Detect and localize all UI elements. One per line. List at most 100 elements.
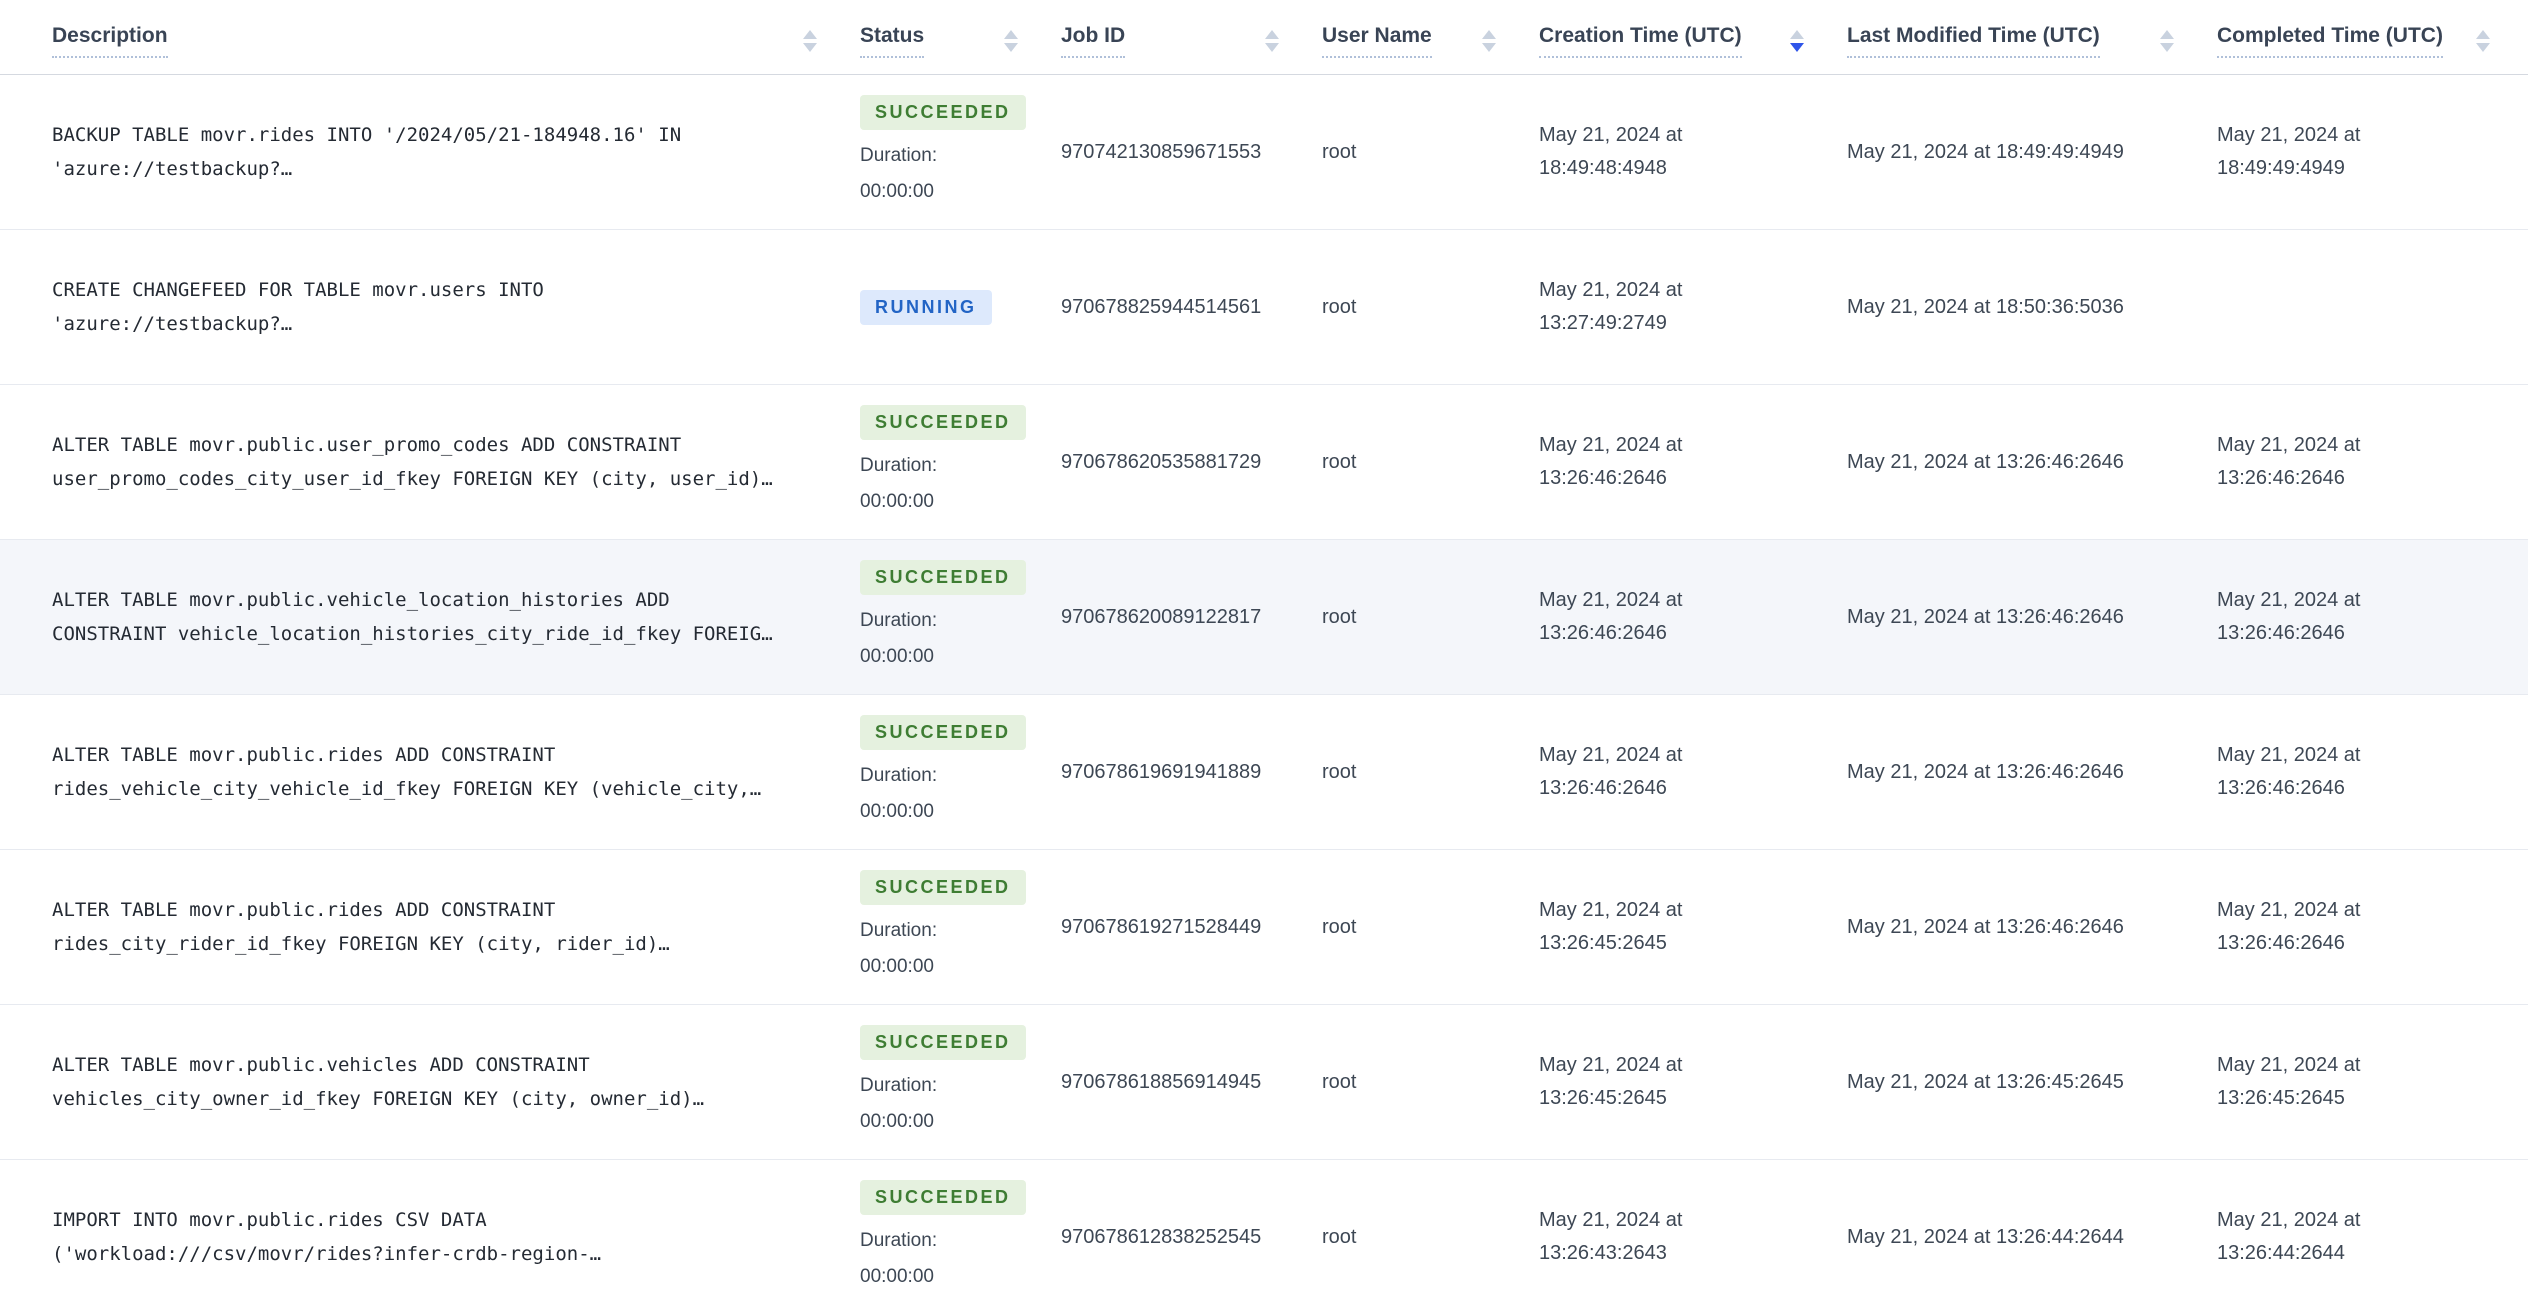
column-header-label[interactable]: Status xyxy=(860,24,925,58)
duration-value: 00:00:00 xyxy=(860,955,934,977)
sort-arrows-icon[interactable] xyxy=(803,30,817,52)
job-description[interactable]: BACKUP TABLE movr.rides INTO '/2024/05/2… xyxy=(52,124,682,180)
creation-time: May 21, 2024 at 13:26:45:2645 xyxy=(1539,1054,1683,1109)
sort-arrows-icon[interactable] xyxy=(1482,30,1496,52)
completed-time: May 21, 2024 at 18:49:49:4949 xyxy=(2217,124,2361,179)
duration-value: 00:00:00 xyxy=(860,645,934,667)
job-table-row[interactable]: CREATE CHANGEFEED FOR TABLE movr.users I… xyxy=(0,229,2528,385)
last-modified-time: May 21, 2024 at 13:26:45:2645 xyxy=(1847,1070,2124,1093)
job-description[interactable]: ALTER TABLE movr.public.vehicles ADD CON… xyxy=(52,1054,705,1110)
user-name: root xyxy=(1322,1225,1357,1248)
completed-time: May 21, 2024 at 13:26:46:2646 xyxy=(2217,589,2361,644)
user-name: root xyxy=(1322,140,1357,163)
sort-desc-icon[interactable] xyxy=(1004,43,1018,52)
sort-asc-icon[interactable] xyxy=(2160,30,2174,39)
job-id: 970678620535881729 xyxy=(1061,450,1262,473)
sort-desc-icon[interactable] xyxy=(1790,43,1804,52)
column-header-label[interactable]: Description xyxy=(52,24,168,58)
job-table-row[interactable]: ALTER TABLE movr.public.vehicles ADD CON… xyxy=(0,1004,2528,1160)
column-header-label[interactable]: User Name xyxy=(1322,24,1432,58)
job-id: 970678619271528449 xyxy=(1061,915,1262,938)
column-header-creation-time-utc[interactable]: Creation Time (UTC) xyxy=(1534,0,1842,75)
sort-asc-icon[interactable] xyxy=(1482,30,1496,39)
creation-time: May 21, 2024 at 18:49:48:4948 xyxy=(1539,124,1683,179)
sort-arrows-icon[interactable] xyxy=(1004,30,1018,52)
sort-arrows-icon[interactable] xyxy=(1790,30,1804,52)
column-header-label[interactable]: Last Modified Time (UTC) xyxy=(1847,24,2100,58)
creation-time: May 21, 2024 at 13:26:45:2645 xyxy=(1539,899,1683,954)
job-id: 970742130859671553 xyxy=(1061,140,1262,163)
last-modified-time: May 21, 2024 at 13:26:46:2646 xyxy=(1847,605,2124,628)
job-table-row[interactable]: ALTER TABLE movr.public.vehicle_location… xyxy=(0,539,2528,695)
completed-time: May 21, 2024 at 13:26:44:2644 xyxy=(2217,1209,2361,1264)
job-description[interactable]: ALTER TABLE movr.public.rides ADD CONSTR… xyxy=(52,744,762,800)
column-header-last-modified-time-utc[interactable]: Last Modified Time (UTC) xyxy=(1842,0,2212,75)
column-header-user-name[interactable]: User Name xyxy=(1317,0,1534,75)
user-name: root xyxy=(1322,760,1357,783)
creation-time: May 21, 2024 at 13:26:46:2646 xyxy=(1539,589,1683,644)
user-name: root xyxy=(1322,295,1357,318)
user-name: root xyxy=(1322,915,1357,938)
job-id: 970678825944514561 xyxy=(1061,295,1262,318)
column-header-label[interactable]: Completed Time (UTC) xyxy=(2217,24,2443,58)
job-table-row[interactable]: ALTER TABLE movr.public.rides ADD CONSTR… xyxy=(0,849,2528,1005)
user-name: root xyxy=(1322,605,1357,628)
job-id: 970678620089122817 xyxy=(1061,605,1262,628)
user-name: root xyxy=(1322,450,1357,473)
sort-arrows-icon[interactable] xyxy=(2476,30,2490,52)
job-description[interactable]: ALTER TABLE movr.public.vehicle_location… xyxy=(52,589,773,645)
job-status-badge: SUCCEEDED xyxy=(860,1024,1026,1060)
job-status-badge: SUCCEEDED xyxy=(860,404,1026,440)
completed-time: May 21, 2024 at 13:26:45:2645 xyxy=(2217,1054,2361,1109)
column-header-job-id[interactable]: Job ID xyxy=(1056,0,1317,75)
job-id: 970678619691941889 xyxy=(1061,760,1262,783)
sort-asc-icon[interactable] xyxy=(2476,30,2490,39)
job-description[interactable]: CREATE CHANGEFEED FOR TABLE movr.users I… xyxy=(52,279,544,335)
job-table-row[interactable]: BACKUP TABLE movr.rides INTO '/2024/05/2… xyxy=(0,74,2528,230)
sort-desc-icon[interactable] xyxy=(803,43,817,52)
job-table-row[interactable]: ALTER TABLE movr.public.user_promo_codes… xyxy=(0,384,2528,540)
column-header-label[interactable]: Creation Time (UTC) xyxy=(1539,24,1742,58)
column-header-status[interactable]: Status xyxy=(855,0,1056,75)
job-description[interactable]: ALTER TABLE movr.public.rides ADD CONSTR… xyxy=(52,899,670,955)
job-status-badge: RUNNING xyxy=(860,289,992,325)
sort-arrows-icon[interactable] xyxy=(2160,30,2174,52)
duration-label: Duration: xyxy=(860,609,938,631)
job-status-badge: SUCCEEDED xyxy=(860,714,1026,750)
duration-label: Duration: xyxy=(860,1074,938,1096)
sort-asc-icon[interactable] xyxy=(1004,30,1018,39)
job-status-badge: SUCCEEDED xyxy=(860,1179,1026,1215)
sort-asc-icon[interactable] xyxy=(1790,30,1804,39)
last-modified-time: May 21, 2024 at 13:26:44:2644 xyxy=(1847,1225,2124,1248)
sort-arrows-icon[interactable] xyxy=(1265,30,1279,52)
completed-time xyxy=(2212,230,2528,385)
duration-value: 00:00:00 xyxy=(860,800,934,822)
sort-desc-icon[interactable] xyxy=(2160,43,2174,52)
user-name: root xyxy=(1322,1070,1357,1093)
job-status-badge: SUCCEEDED xyxy=(860,559,1026,595)
sort-desc-icon[interactable] xyxy=(2476,43,2490,52)
sort-desc-icon[interactable] xyxy=(1482,43,1496,52)
sort-asc-icon[interactable] xyxy=(803,30,817,39)
job-description[interactable]: IMPORT INTO movr.public.rides CSV DATA (… xyxy=(52,1209,602,1265)
job-status-badge: SUCCEEDED xyxy=(860,94,1026,130)
column-header-label[interactable]: Job ID xyxy=(1061,24,1126,58)
sort-desc-icon[interactable] xyxy=(1265,43,1279,52)
table-header-row: Description Status Job ID User Name xyxy=(0,0,2528,75)
job-table-row[interactable]: ALTER TABLE movr.public.rides ADD CONSTR… xyxy=(0,694,2528,850)
last-modified-time: May 21, 2024 at 13:26:46:2646 xyxy=(1847,915,2124,938)
duration-label: Duration: xyxy=(860,764,938,786)
job-description[interactable]: ALTER TABLE movr.public.user_promo_codes… xyxy=(52,434,773,490)
duration-value: 00:00:00 xyxy=(860,1265,934,1287)
last-modified-time: May 21, 2024 at 13:26:46:2646 xyxy=(1847,450,2124,473)
completed-time: May 21, 2024 at 13:26:46:2646 xyxy=(2217,744,2361,799)
job-id: 970678618856914945 xyxy=(1061,1070,1262,1093)
sort-asc-icon[interactable] xyxy=(1265,30,1279,39)
job-table-row[interactable]: IMPORT INTO movr.public.rides CSV DATA (… xyxy=(0,1159,2528,1292)
column-header-completed-time-utc[interactable]: Completed Time (UTC) xyxy=(2212,0,2528,75)
duration-label: Duration: xyxy=(860,919,938,941)
job-id: 970678612838252545 xyxy=(1061,1225,1262,1248)
duration-label: Duration: xyxy=(860,144,938,166)
column-header-description[interactable]: Description xyxy=(0,0,855,75)
